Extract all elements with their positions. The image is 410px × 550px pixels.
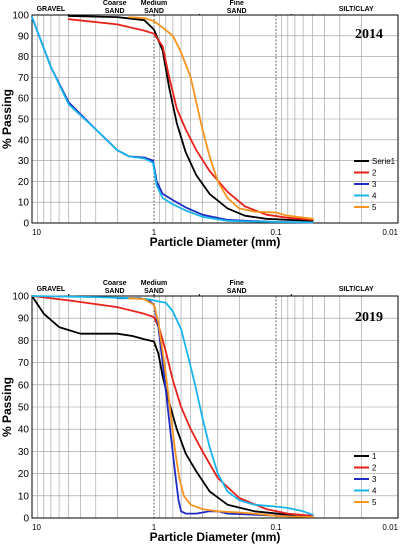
x-tick-label: 0.01	[382, 228, 398, 237]
legend: Serie1 2 3 4 5	[354, 157, 396, 212]
x-tick-label: 1	[152, 228, 157, 237]
x-tick-label: 0.01	[382, 523, 398, 532]
x-axis-label: Particle Diameter (mm)	[150, 530, 281, 544]
x-tick-label: 0.1	[270, 228, 282, 237]
size-class-label: GRAVEL	[37, 6, 66, 13]
y-tick-label: 30	[18, 156, 30, 167]
size-class-label: GRAVEL	[37, 286, 66, 293]
y-tick-label: 0	[23, 514, 29, 525]
y-tick-label: 50	[18, 115, 30, 126]
x-axis-label: Particle Diameter (mm)	[150, 235, 281, 249]
size-class-label: Coarse SAND	[103, 280, 127, 295]
x-tick-label: 10	[32, 228, 41, 237]
plot-frame	[31, 295, 399, 519]
y-tick-label: 40	[18, 135, 30, 146]
legend-label: Serie1	[372, 157, 396, 166]
y-tick-label: 20	[18, 469, 30, 480]
y-tick-label: 60	[18, 380, 30, 391]
y-tick-label: 70	[18, 73, 30, 84]
y-tick-label: 100	[12, 11, 29, 22]
series-line-1	[67, 15, 314, 222]
legend-label: 3	[372, 475, 377, 484]
legend-label: 2	[372, 464, 377, 473]
y-tick-label: 0	[23, 219, 29, 230]
y-axis-label: % Passing	[0, 89, 14, 149]
size-class-label: Fine SAND	[227, 0, 247, 15]
chart-2: GRAVEL Coarse SAND Medium SAND Fine SAND SILT/C…	[0, 280, 399, 544]
legend-label: 1	[372, 452, 377, 461]
series-line-5	[128, 297, 314, 518]
legend-label: 4	[372, 487, 377, 496]
y-tick-label: 90	[18, 314, 30, 325]
x-tick-label: 1	[152, 523, 157, 532]
size-class-label: Medium SAND	[141, 0, 167, 15]
series-line-5	[128, 16, 314, 220]
x-tick-label: 0.1	[270, 523, 282, 532]
y-axis-label: % Passing	[0, 377, 14, 437]
y-tick-label: 20	[18, 177, 30, 188]
chart-1: GRAVEL Coarse SAND Medium SAND Fine SAND SILT/C…	[0, 0, 399, 249]
y-tick-label: 50	[18, 403, 30, 414]
series-lines	[31, 15, 314, 224]
size-class-label: SILT/CLAY	[339, 6, 374, 13]
y-tick-label: 30	[18, 447, 30, 458]
y-tick-label: 80	[18, 336, 30, 347]
series-line-4	[31, 295, 314, 516]
y-tick-label: 100	[12, 292, 29, 303]
y-tick-label: 60	[18, 94, 30, 105]
size-class-label: Fine SAND	[227, 280, 247, 295]
series-line-1	[31, 295, 314, 517]
size-class-label: Medium SAND	[141, 280, 167, 295]
y-tick-label: 40	[18, 425, 30, 436]
grid-lines	[32, 15, 398, 223]
legend-label: 5	[372, 498, 377, 507]
legend: 1 2 3 4 5	[354, 452, 377, 507]
legend-label: 2	[372, 169, 377, 178]
legend-label: 3	[372, 180, 377, 189]
legend-label: 4	[372, 192, 377, 201]
chart-title: 2014	[355, 27, 383, 42]
y-tick-label: 80	[18, 52, 30, 63]
legend-label: 5	[372, 203, 377, 212]
size-class-label: Coarse SAND	[103, 0, 127, 15]
plot-frame	[31, 14, 399, 224]
y-tick-label: 90	[18, 31, 30, 42]
y-tick-label: 70	[18, 358, 30, 369]
chart-title: 2019	[355, 310, 383, 325]
y-tick-label: 10	[18, 198, 30, 209]
series-lines	[31, 295, 314, 518]
size-class-label: SILT/CLAY	[339, 286, 374, 293]
y-tick-label: 10	[18, 491, 30, 502]
series-line-4	[31, 16, 314, 224]
x-tick-label: 10	[32, 523, 41, 532]
